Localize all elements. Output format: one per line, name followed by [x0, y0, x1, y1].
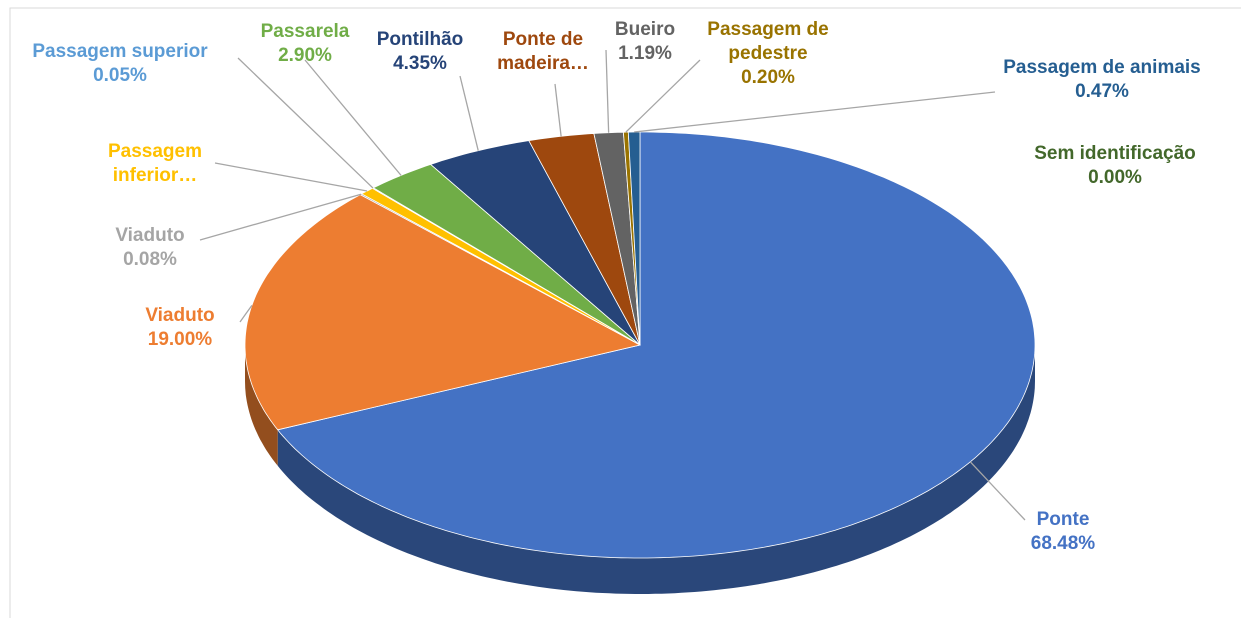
- data-label: Viaduto 0.08%: [90, 224, 210, 272]
- data-label: Sem identificação 0.00%: [1000, 142, 1230, 190]
- data-label: Pontilhão 4.35%: [365, 28, 475, 76]
- data-label: Passagem inferior…: [85, 140, 225, 188]
- label-name: Passagem de animais: [1003, 57, 1201, 78]
- label-name: Passagem de pedestre: [707, 19, 829, 64]
- leader-line: [304, 59, 402, 176]
- label-value: 19.00%: [147, 329, 213, 350]
- label-name: Bueiro: [614, 19, 676, 40]
- label-name: Ponte de madeira…: [497, 29, 589, 74]
- label-value: 0.20%: [741, 67, 795, 88]
- leader-line: [459, 75, 479, 151]
- data-label: Bueiro 1.19%: [600, 18, 690, 66]
- label-name: Pontilhão: [376, 29, 464, 50]
- label-value: 1.19%: [618, 43, 672, 64]
- label-name: Passagem superior: [32, 41, 208, 62]
- label-name: Passagem inferior…: [107, 141, 202, 186]
- label-value: 0.05%: [93, 65, 147, 86]
- data-label: Ponte 68.48%: [1003, 508, 1123, 556]
- label-name: Viaduto: [115, 225, 185, 246]
- data-label: Passagem de pedestre 0.20%: [698, 18, 838, 90]
- label-name: Ponte: [1036, 509, 1090, 530]
- frame: [9, 7, 1241, 618]
- label-value: 2.90%: [278, 45, 332, 66]
- leader-line: [239, 304, 253, 323]
- label-name: Passarela: [260, 21, 350, 42]
- data-label: Passarela 2.90%: [250, 20, 360, 68]
- slice: [593, 131, 641, 346]
- slice: [276, 131, 1036, 559]
- label-value: 0.47%: [1075, 81, 1129, 102]
- label-name: Viaduto: [145, 305, 215, 326]
- slice: [528, 133, 641, 346]
- leader-line: [634, 91, 996, 133]
- leader-line: [969, 461, 1026, 521]
- slice-side: [245, 345, 278, 466]
- data-label: Passagem de animais 0.47%: [977, 56, 1227, 104]
- leader-line: [237, 57, 374, 189]
- slice: [429, 140, 641, 346]
- leader-line: [625, 59, 701, 133]
- label-value: 68.48%: [1030, 533, 1096, 554]
- label-value: 0.00%: [1088, 167, 1142, 188]
- leader-line: [605, 49, 610, 133]
- slice-side: [277, 345, 1035, 594]
- slice: [372, 163, 641, 346]
- data-label: Viaduto 19.00%: [120, 304, 240, 352]
- label-value: 0.08%: [123, 249, 177, 270]
- leader-line: [554, 83, 562, 137]
- label-name: Sem identificação: [1034, 143, 1196, 164]
- data-label: Passagem superior 0.05%: [5, 40, 235, 88]
- leader-line: [214, 162, 368, 192]
- data-label: Ponte de madeira…: [483, 28, 603, 76]
- label-value: 4.35%: [393, 53, 447, 74]
- leader-line: [199, 193, 362, 241]
